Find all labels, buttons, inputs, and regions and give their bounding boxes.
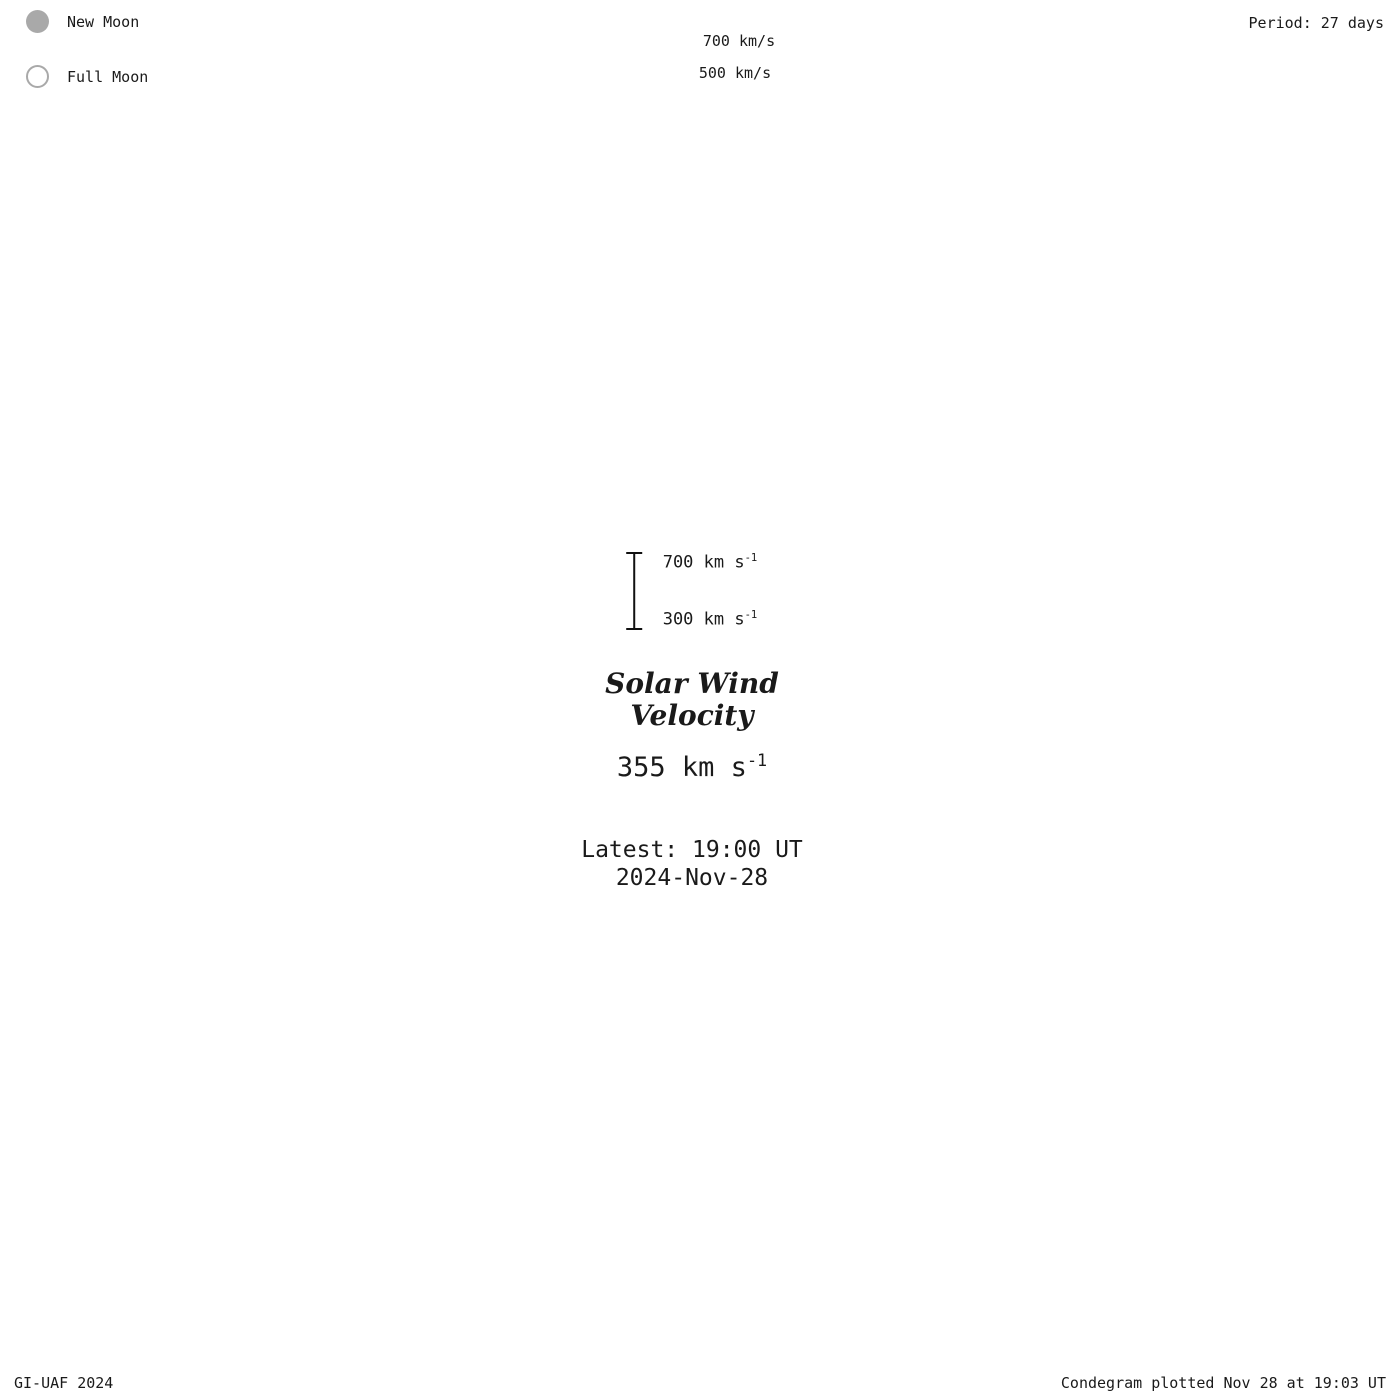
period-label: Period: 27 days xyxy=(1248,14,1384,32)
center-annotations: 700 km s-1 300 km s-1 Solar Wind Velocit… xyxy=(581,552,803,893)
legend-new-moon: New Moon xyxy=(26,10,148,33)
scale-label-700: 700 km s-1 xyxy=(663,552,758,573)
latest-velocity-value: 355 km s-1 xyxy=(581,750,803,783)
scale-ibeam-top-cap xyxy=(626,552,643,554)
full-moon-label: Full Moon xyxy=(67,67,149,86)
scale-ibeam-icon xyxy=(626,552,643,630)
new-moon-icon xyxy=(26,10,49,33)
new-moon-label: New Moon xyxy=(67,12,140,31)
latest-velocity-exp: -1 xyxy=(746,750,768,771)
scale-label-300-text: 300 km s xyxy=(662,610,745,630)
scale-label-300-exp: -1 xyxy=(744,609,758,622)
latest-velocity-text: 355 km s xyxy=(616,752,747,784)
chart-title-line2: Velocity xyxy=(630,699,754,733)
chart-title: Solar Wind Velocity xyxy=(581,667,803,733)
moon-legend: New Moon Full Moon xyxy=(26,10,148,88)
credit-label: GI-UAF 2024 xyxy=(14,1374,114,1392)
chart-title-line1: Solar Wind xyxy=(605,667,779,700)
latest-time-line: Latest: 19:00 UT xyxy=(581,837,803,864)
full-moon-icon xyxy=(26,65,49,88)
ring-label-700: 700 km/s xyxy=(702,32,776,50)
scale-ibeam-bottom-cap xyxy=(626,628,643,630)
scale-bar-labels: 700 km s-1 300 km s-1 xyxy=(663,552,758,630)
scale-label-700-exp: -1 xyxy=(744,552,758,564)
legend-full-moon: Full Moon xyxy=(26,65,148,88)
plotted-note: Condegram plotted Nov 28 at 19:03 UT xyxy=(1060,1374,1386,1392)
latest-timestamp: Latest: 19:00 UT 2024-Nov-28 xyxy=(581,837,803,892)
scale-ibeam-stem xyxy=(633,554,636,628)
latest-date-line: 2024-Nov-28 xyxy=(615,864,769,891)
ring-label-500: 500 km/s xyxy=(698,64,772,82)
scale-label-700-text: 700 km s xyxy=(662,552,745,573)
velocity-scale-bar: 700 km s-1 300 km s-1 xyxy=(581,552,803,630)
scale-label-300: 300 km s-1 xyxy=(663,609,758,630)
